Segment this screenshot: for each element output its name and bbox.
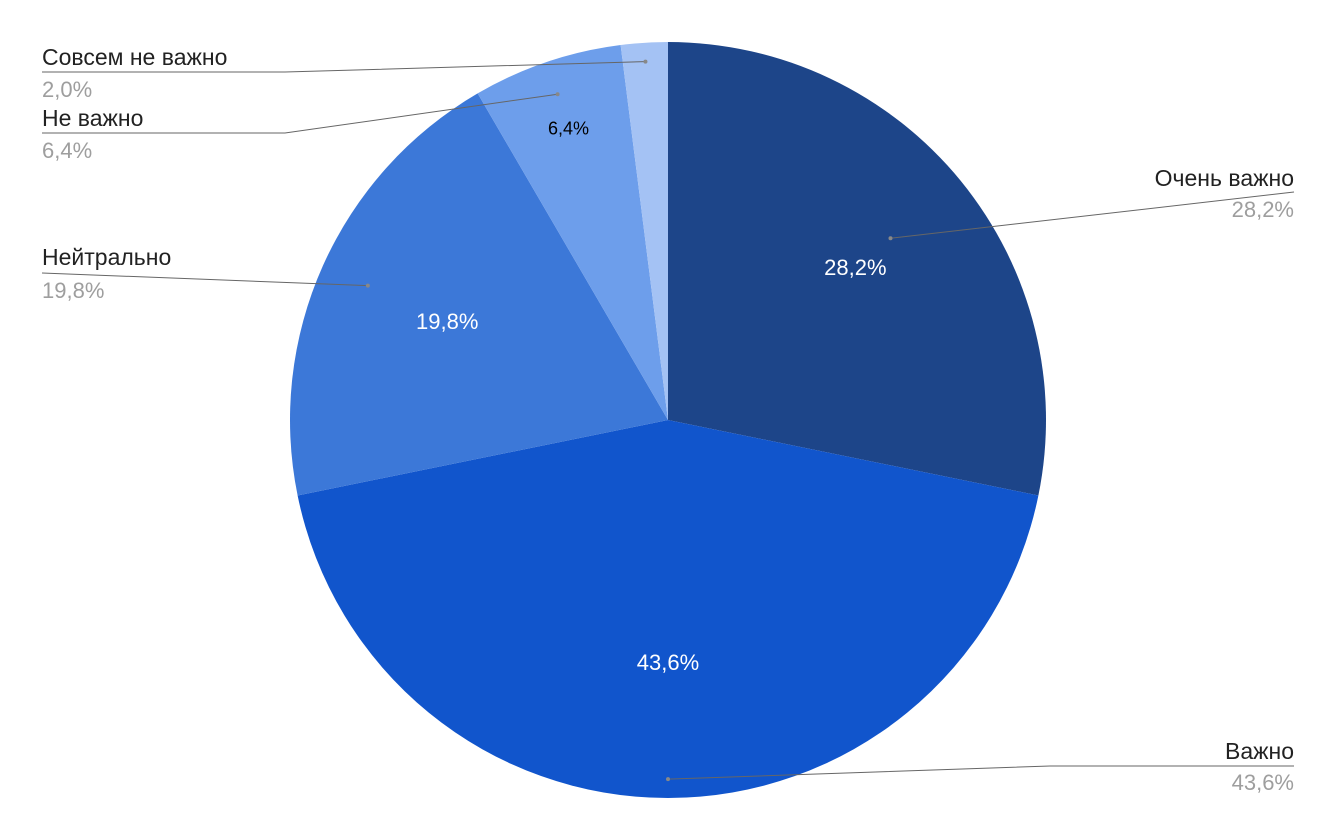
leader-line [667, 765, 1294, 780]
pie-slice-5 [620, 42, 668, 420]
callout-percent-label: 2,0% [42, 77, 92, 102]
callout-labels: Очень важно 28,2% Важно 43,6% Нейтрально 19,8… [42, 44, 1294, 795]
pie-slice-4 [477, 44, 668, 420]
slice-value-labels: 28,2% 43,6% 19,8% 6,4% [416, 118, 887, 674]
callout-category-label: Очень важно [1155, 165, 1294, 191]
leader-anchor-dot [555, 92, 560, 97]
callout-category-label: Важно [1225, 738, 1294, 764]
callout-percent-label: 43,6% [1232, 770, 1294, 795]
callout-category-label: Не важно [42, 105, 143, 131]
callout-percent-label: 28,2% [1232, 197, 1294, 222]
callout-category-label: Совсем не важно [42, 44, 227, 70]
slice-value-label: 43,6% [637, 650, 699, 675]
slice-value-label: 19,8% [416, 309, 478, 334]
callout-percent-label: 6,4% [42, 138, 92, 163]
leader-lines [41, 59, 1295, 782]
pie-slice-2 [297, 420, 1039, 798]
leader-line [42, 93, 558, 134]
pie-slices [290, 42, 1047, 798]
leader-anchor-dot [666, 777, 670, 782]
pie-slice-1 [668, 42, 1047, 496]
leader-line [41, 272, 368, 287]
leader-anchor-dot [365, 283, 370, 288]
slice-value-label: 28,2% [824, 255, 886, 280]
pie-slice-3 [290, 93, 668, 496]
leader-line [42, 61, 646, 73]
slice-value-label: 6,4% [548, 118, 589, 138]
leader-line [890, 191, 1295, 239]
callout-percent-label: 19,8% [42, 278, 104, 303]
leader-anchor-dot [888, 236, 893, 241]
leader-anchor-dot [643, 59, 648, 64]
callout-category-label: Нейтрально [42, 244, 171, 270]
